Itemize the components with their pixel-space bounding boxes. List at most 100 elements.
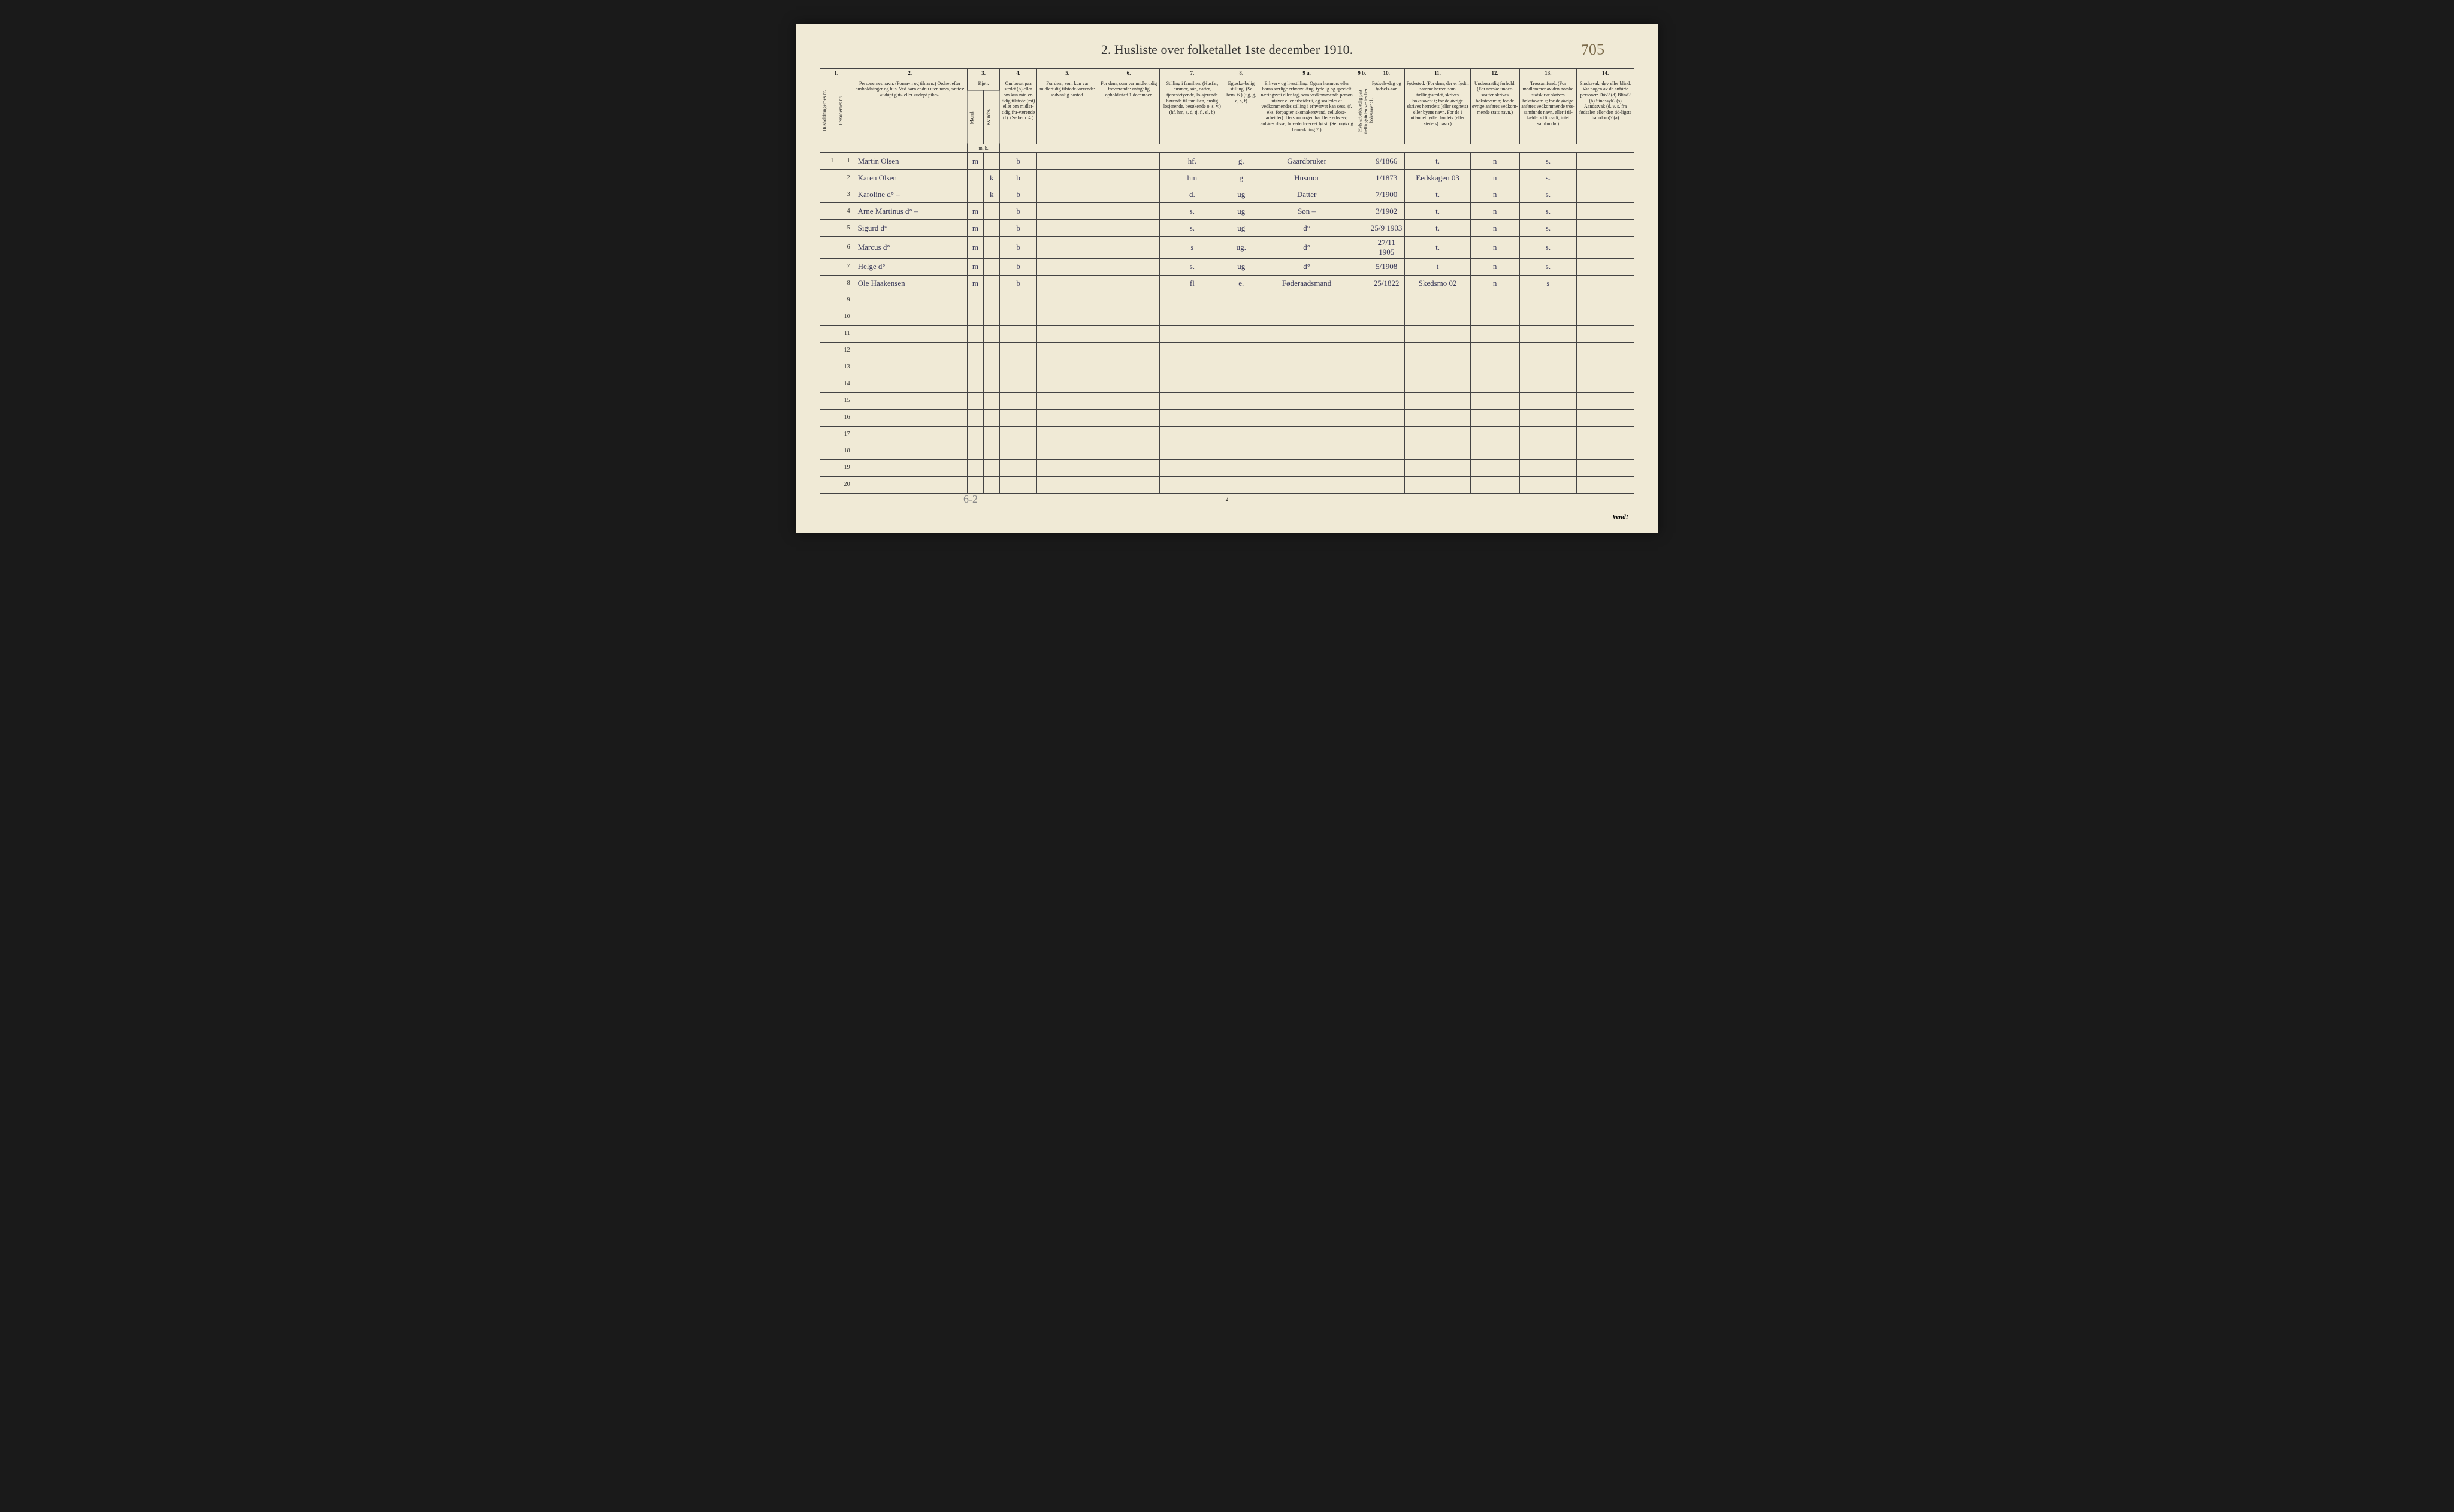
cell-unemployed <box>1356 153 1368 170</box>
cell-name: Marcus d° <box>853 237 967 258</box>
cell-birthplace <box>1405 476 1470 493</box>
cell-disability <box>1577 203 1634 220</box>
colnum-9b: 9 b. <box>1356 69 1368 78</box>
cell-birthplace <box>1405 292 1470 309</box>
cell-unemployed <box>1356 409 1368 426</box>
cell-name: Arne Martinus d° – <box>853 203 967 220</box>
cell-household-nr <box>820 258 836 275</box>
cell-disability <box>1577 153 1634 170</box>
cell-birthdate: 9/1866 <box>1368 153 1404 170</box>
colnum-1: 1. <box>820 69 853 78</box>
cell-marital <box>1225 459 1258 476</box>
cell-unemployed <box>1356 359 1368 376</box>
cell-birthplace: Skedsmo 02 <box>1405 275 1470 292</box>
handwritten-page-number: 705 <box>1580 40 1604 59</box>
cell-religion <box>1519 443 1577 459</box>
cell-name: Sigurd d° <box>853 220 967 237</box>
cell-unemployed <box>1356 342 1368 359</box>
cell-temp-present <box>1036 342 1098 359</box>
cell-occupation <box>1258 309 1356 325</box>
cell-family-position <box>1159 359 1225 376</box>
cell-household-nr <box>820 237 836 258</box>
cell-name: Helge d° <box>853 258 967 275</box>
table-row: 6Marcus d°mbsug.d°27/11 1905t.ns. <box>820 237 1634 258</box>
cell-person-nr: 1 <box>836 153 853 170</box>
cell-name <box>853 443 967 459</box>
cell-sex-k <box>984 443 1000 459</box>
cell-religion <box>1519 459 1577 476</box>
cell-citizenship: n <box>1470 170 1519 186</box>
table-row: 15 <box>820 392 1634 409</box>
cell-birthplace <box>1405 325 1470 342</box>
cell-religion: s <box>1519 275 1577 292</box>
cell-sex-k <box>984 426 1000 443</box>
cell-birthdate: 3/1902 <box>1368 203 1404 220</box>
cell-religion: s. <box>1519 258 1577 275</box>
cell-occupation <box>1258 342 1356 359</box>
cell-temp-absent <box>1098 309 1159 325</box>
cell-name <box>853 392 967 409</box>
cell-disability <box>1577 275 1634 292</box>
cell-family-position <box>1159 309 1225 325</box>
cell-disability <box>1577 476 1634 493</box>
table-row: 19 <box>820 459 1634 476</box>
cell-family-position: d. <box>1159 186 1225 203</box>
cell-temp-absent <box>1098 153 1159 170</box>
cell-marital <box>1225 292 1258 309</box>
cell-unemployed <box>1356 325 1368 342</box>
table-row: 9 <box>820 292 1634 309</box>
table-row: 11 <box>820 325 1634 342</box>
cell-citizenship <box>1470 376 1519 392</box>
cell-residence: b <box>1000 275 1036 292</box>
cell-family-position <box>1159 342 1225 359</box>
cell-name <box>853 309 967 325</box>
cell-occupation <box>1258 392 1356 409</box>
cell-residence <box>1000 476 1036 493</box>
cell-residence: b <box>1000 170 1036 186</box>
cell-birthplace <box>1405 443 1470 459</box>
cell-temp-absent <box>1098 170 1159 186</box>
cell-family-position: s. <box>1159 220 1225 237</box>
cell-birthdate <box>1368 426 1404 443</box>
cell-birthplace: t <box>1405 258 1470 275</box>
cell-occupation <box>1258 443 1356 459</box>
cell-sex-m <box>967 459 983 476</box>
header-temp-absent: For dem, som var midlertidig fraværende:… <box>1098 78 1159 144</box>
cell-religion: s. <box>1519 237 1577 258</box>
cell-sex-k <box>984 476 1000 493</box>
cell-temp-present <box>1036 237 1098 258</box>
cell-household-nr <box>820 292 836 309</box>
footer-turn-note: Vend! <box>1612 513 1628 521</box>
table-row: 2Karen OlsenkbhmgHusmor1/1873Eedskagen 0… <box>820 170 1634 186</box>
cell-birthplace <box>1405 426 1470 443</box>
header-marital-status: Egteska-belig stilling. (Se bem. 6.) (ug… <box>1225 78 1258 144</box>
table-row: 20 <box>820 476 1634 493</box>
cell-sex-k <box>984 359 1000 376</box>
cell-sex-m: m <box>967 220 983 237</box>
cell-citizenship <box>1470 342 1519 359</box>
cell-disability <box>1577 170 1634 186</box>
cell-residence <box>1000 292 1036 309</box>
cell-sex-k <box>984 237 1000 258</box>
cell-birthplace: Eedskagen 03 <box>1405 170 1470 186</box>
cell-temp-absent <box>1098 258 1159 275</box>
column-number-row: 1. 2. 3. 4. 5. 6. 7. 8. 9 a. 9 b. 10. 11… <box>820 69 1634 78</box>
table-row: 8Ole Haakensenmbfle.Føderaadsmand25/1822… <box>820 275 1634 292</box>
cell-citizenship: n <box>1470 237 1519 258</box>
cell-temp-absent <box>1098 426 1159 443</box>
cell-marital <box>1225 342 1258 359</box>
cell-person-nr: 19 <box>836 459 853 476</box>
cell-residence <box>1000 426 1036 443</box>
cell-disability <box>1577 359 1634 376</box>
cell-temp-absent <box>1098 203 1159 220</box>
cell-family-position <box>1159 392 1225 409</box>
cell-birthdate: 27/11 1905 <box>1368 237 1404 258</box>
cell-temp-present <box>1036 258 1098 275</box>
cell-sex-k <box>984 153 1000 170</box>
cell-birthdate: 5/1908 <box>1368 258 1404 275</box>
cell-disability <box>1577 459 1634 476</box>
cell-marital: e. <box>1225 275 1258 292</box>
header-row: Husholdningernes nr. Personernes nr. Per… <box>820 78 1634 90</box>
cell-sex-k <box>984 220 1000 237</box>
cell-marital <box>1225 325 1258 342</box>
